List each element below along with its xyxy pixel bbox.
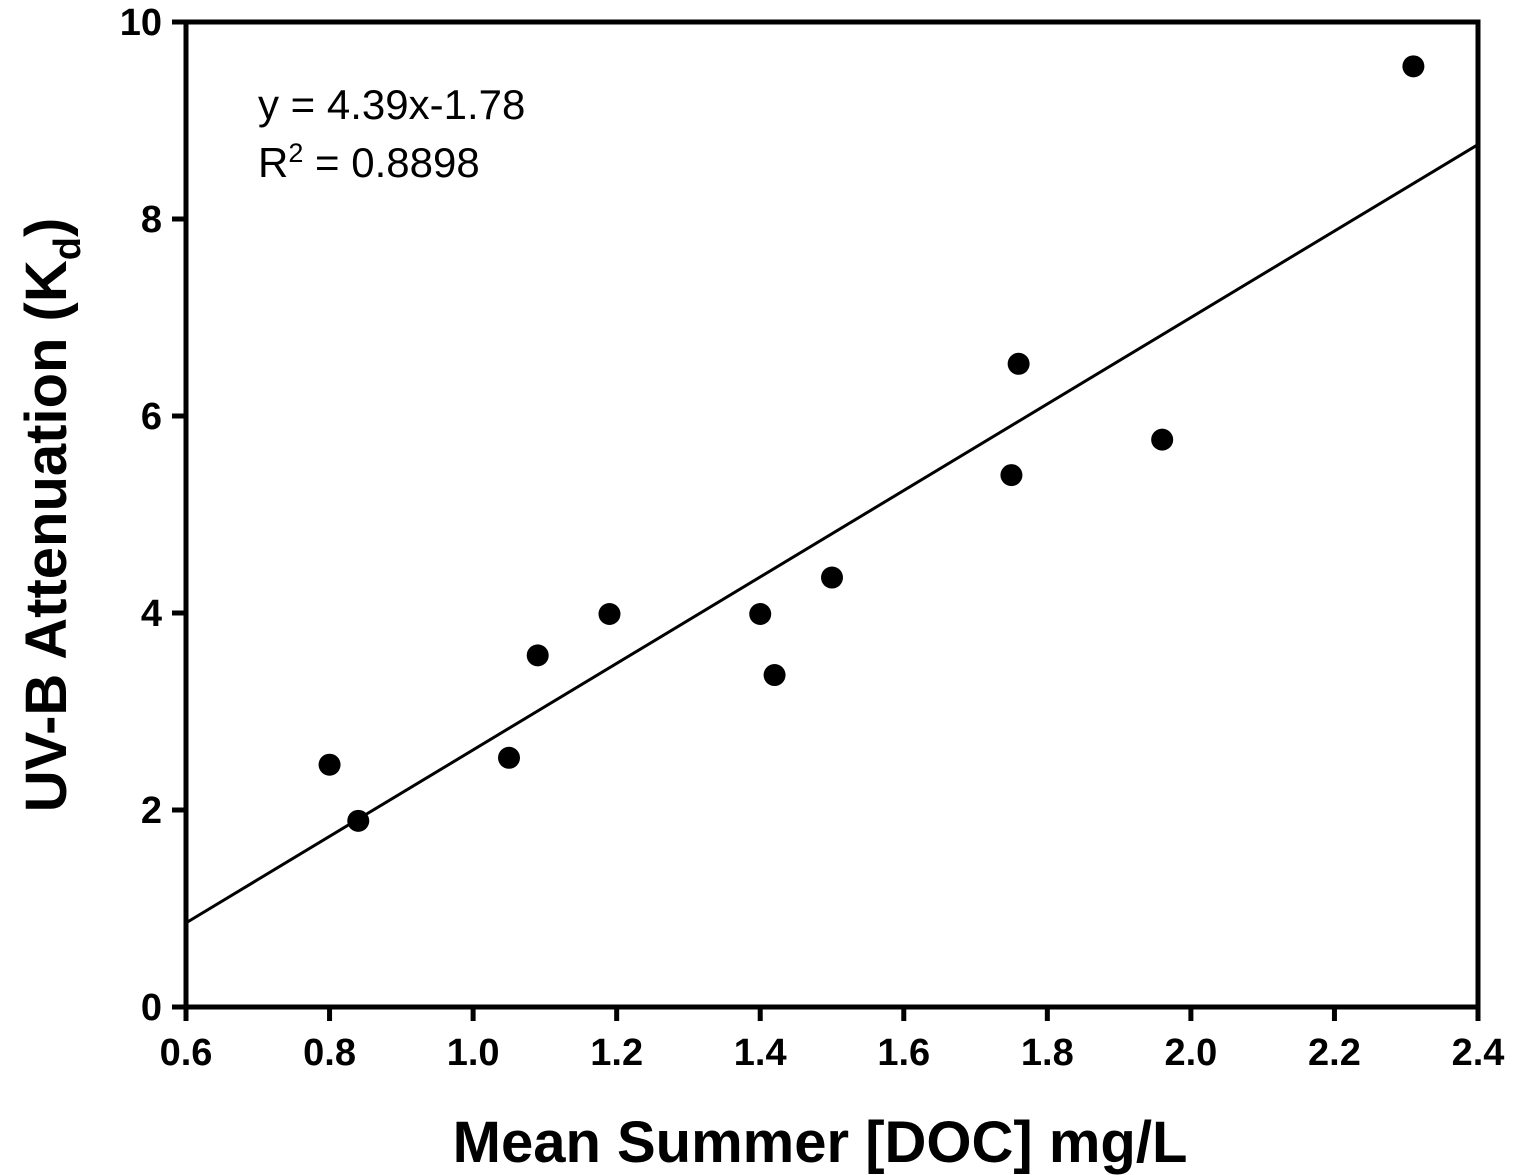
y-tick-label: 8	[141, 199, 162, 241]
y-axis-title: UV-B Attenuation (Kd)	[14, 218, 89, 813]
x-tick-label: 0.6	[160, 1032, 213, 1074]
data-point-10	[1151, 429, 1173, 451]
x-tick-label: 2.0	[1164, 1032, 1217, 1074]
y-tick-label: 2	[141, 790, 162, 832]
trendline	[186, 145, 1478, 923]
data-point-6	[764, 664, 786, 686]
data-point-2	[498, 747, 520, 769]
data-point-3	[527, 644, 549, 666]
x-tick-label: 1.6	[877, 1032, 930, 1074]
x-tick-label: 1.0	[447, 1032, 500, 1074]
y-tick-label: 6	[141, 396, 162, 438]
x-tick-label: 0.8	[303, 1032, 356, 1074]
data-point-0	[319, 754, 341, 776]
data-point-9	[1008, 353, 1030, 375]
r-squared-label: R2 = 0.8898	[258, 138, 480, 186]
data-point-5	[749, 603, 771, 625]
x-axis-title: Mean Summer [DOC] mg/L	[453, 1110, 1188, 1175]
trendline-group	[186, 145, 1478, 923]
x-tick-label: 1.8	[1021, 1032, 1074, 1074]
x-tick-label: 2.4	[1452, 1032, 1505, 1074]
y-tick-label: 0	[141, 987, 162, 1029]
x-tick-label: 2.2	[1308, 1032, 1361, 1074]
x-tick-label: 1.4	[734, 1032, 787, 1074]
y-tick-label: 10	[120, 2, 162, 44]
trend-equation: y = 4.39x-1.78	[258, 81, 525, 128]
data-point-1	[347, 810, 369, 832]
data-point-4	[598, 603, 620, 625]
data-point-11	[1402, 55, 1424, 77]
data-point-8	[1000, 464, 1022, 486]
x-tick-label: 1.2	[590, 1032, 643, 1074]
data-points	[319, 55, 1425, 832]
y-tick-label: 4	[141, 593, 162, 635]
data-point-7	[821, 567, 843, 589]
